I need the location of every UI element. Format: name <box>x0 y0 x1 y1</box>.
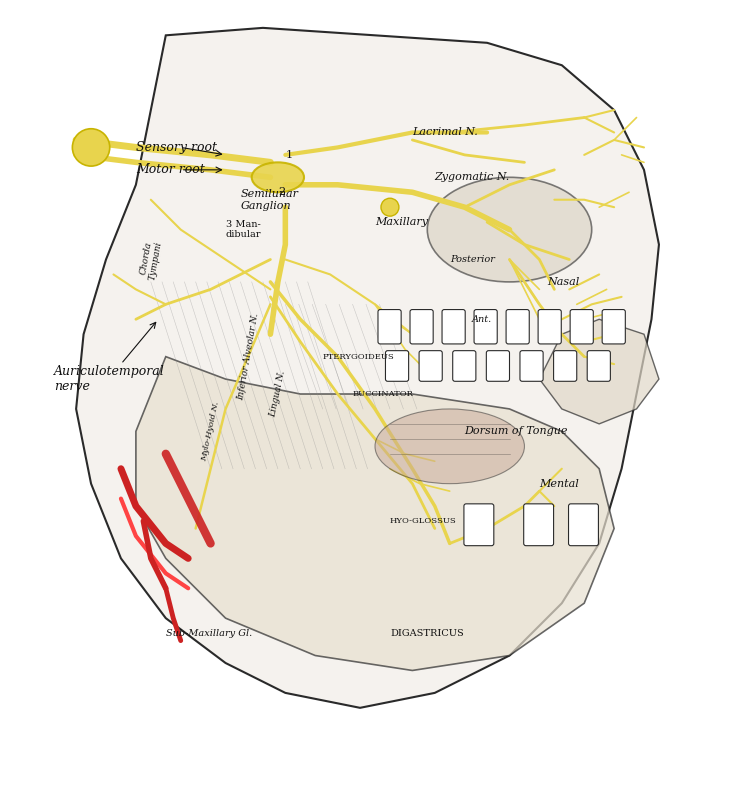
FancyBboxPatch shape <box>453 351 476 381</box>
FancyBboxPatch shape <box>486 351 509 381</box>
Polygon shape <box>76 28 659 708</box>
FancyBboxPatch shape <box>570 310 593 344</box>
Ellipse shape <box>375 409 524 484</box>
Text: Posterior: Posterior <box>450 255 494 264</box>
Text: PTERYGOIDEUS: PTERYGOIDEUS <box>322 353 394 361</box>
FancyBboxPatch shape <box>538 310 561 344</box>
FancyBboxPatch shape <box>442 310 465 344</box>
Circle shape <box>72 128 110 166</box>
FancyBboxPatch shape <box>568 504 598 545</box>
FancyBboxPatch shape <box>520 351 543 381</box>
Polygon shape <box>539 319 659 424</box>
Text: Motor root: Motor root <box>136 163 205 177</box>
Text: Mental: Mental <box>539 478 579 489</box>
FancyBboxPatch shape <box>378 310 401 344</box>
Text: Ant.: Ant. <box>472 314 493 324</box>
Text: 1: 1 <box>285 150 292 160</box>
Ellipse shape <box>252 162 304 192</box>
FancyBboxPatch shape <box>386 351 409 381</box>
FancyBboxPatch shape <box>554 351 577 381</box>
Text: Sensory root: Sensory root <box>136 141 217 154</box>
Text: Dorsum of Tongue: Dorsum of Tongue <box>465 426 568 437</box>
Ellipse shape <box>427 177 592 282</box>
Text: Chorda
Tympani: Chorda Tympani <box>138 239 164 281</box>
Text: BUCCINATOR: BUCCINATOR <box>352 390 413 398</box>
Text: Nasal: Nasal <box>547 277 579 287</box>
Text: Inferior Alveolar N.: Inferior Alveolar N. <box>236 312 260 401</box>
FancyBboxPatch shape <box>524 504 554 545</box>
Text: Zygomatic N.: Zygomatic N. <box>435 173 510 182</box>
FancyBboxPatch shape <box>474 310 497 344</box>
Text: Semilunar
Ganglion: Semilunar Ganglion <box>241 189 298 210</box>
FancyBboxPatch shape <box>506 310 530 344</box>
Text: HYO-GLOSSUS: HYO-GLOSSUS <box>390 517 457 525</box>
Text: Lingual N.: Lingual N. <box>268 370 287 418</box>
Text: 2: 2 <box>278 188 285 197</box>
FancyBboxPatch shape <box>410 310 434 344</box>
Text: Sub-Maxillary Gl.: Sub-Maxillary Gl. <box>166 629 252 637</box>
Text: Auriculotemporal
nerve: Auriculotemporal nerve <box>54 365 164 393</box>
FancyBboxPatch shape <box>587 351 610 381</box>
Circle shape <box>381 199 399 216</box>
FancyBboxPatch shape <box>419 351 442 381</box>
Text: DIGASTRICUS: DIGASTRICUS <box>390 629 464 637</box>
FancyBboxPatch shape <box>602 310 625 344</box>
Text: Mylo-Hyoid N.: Mylo-Hyoid N. <box>200 400 220 462</box>
Text: 3 Man-
dibular: 3 Man- dibular <box>226 220 261 240</box>
Polygon shape <box>136 357 614 671</box>
Text: Maxillary: Maxillary <box>375 217 428 227</box>
Text: Lacrimal N.: Lacrimal N. <box>413 128 478 137</box>
FancyBboxPatch shape <box>464 504 494 545</box>
